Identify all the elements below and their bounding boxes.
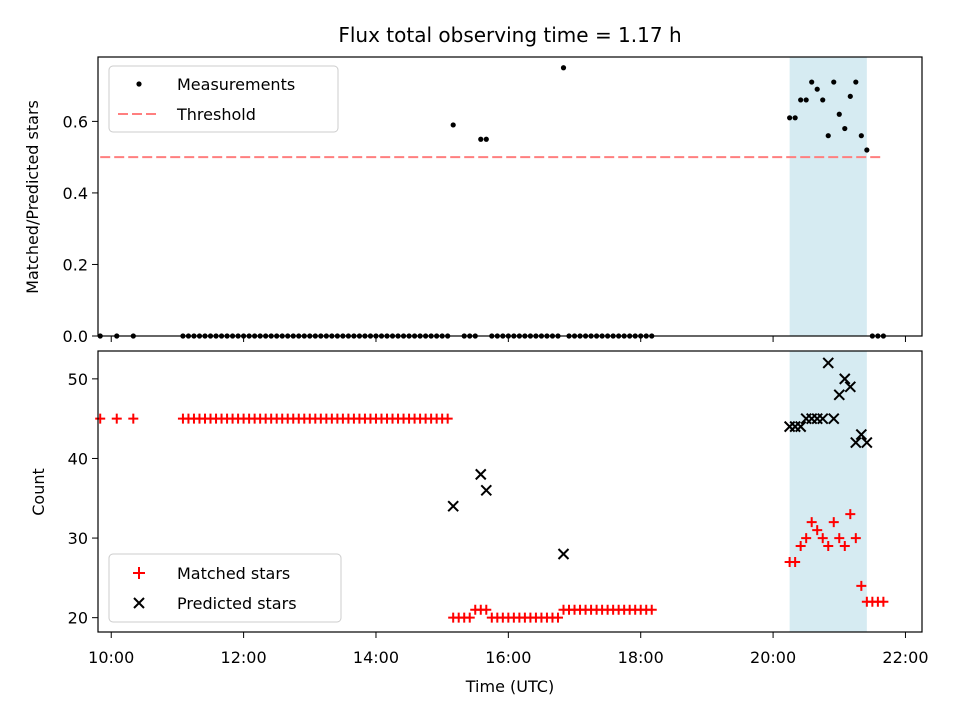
matched-star-point: [442, 413, 453, 424]
y-tick-label: 40: [68, 449, 88, 468]
measurement-point: [858, 133, 864, 139]
matched-star-point: [795, 541, 806, 552]
top-plot-frame: [97, 56, 923, 337]
matched-star-point: [464, 612, 475, 623]
y-tick-label: 50: [68, 370, 88, 389]
measurement-point: [483, 136, 489, 142]
measurement-point: [842, 125, 848, 132]
predicted-star-point: [855, 428, 868, 441]
predicted-star-point: [844, 381, 857, 393]
x-tick-label: 12:00: [221, 648, 267, 667]
predicted-star-point: [861, 436, 873, 449]
x-tick-label: 16:00: [485, 648, 531, 667]
matched-star-point: [481, 604, 492, 615]
highlight-span: [789, 57, 867, 336]
matched-star-point: [823, 541, 834, 552]
legend-marker-predicted: [133, 597, 145, 609]
predicted-star-point: [557, 548, 570, 560]
y-axis-label: Count: [29, 468, 48, 516]
y-tick-label: 30: [68, 529, 88, 548]
matched-star-point: [834, 533, 845, 544]
legend-marker-matched: [133, 567, 145, 579]
matched-star-point: [850, 533, 861, 544]
matched-star-point: [95, 413, 106, 424]
top-panel: 0.0 0.2 0.4 0.6 Matched/Predicted stars Mea…: [23, 56, 923, 346]
x-tick-label: 20:00: [750, 648, 796, 667]
y-tick-label: 0.4: [63, 184, 88, 203]
matched-star-point: [817, 533, 828, 544]
predicted-star-point: [817, 412, 829, 425]
predicted-star-point: [850, 436, 862, 449]
measurement-point: [450, 122, 456, 128]
matched-star-point: [128, 413, 139, 424]
measurement-point: [853, 79, 859, 85]
legend-frame: [108, 553, 342, 623]
measurement-point: [864, 147, 870, 153]
measurement-point: [831, 79, 837, 85]
y-tick-label: 20: [68, 609, 88, 628]
x-tick-label: 22:00: [882, 648, 928, 667]
matched-star-point: [806, 517, 817, 528]
predicted-star-point: [839, 373, 851, 385]
measurement-point: [478, 136, 484, 142]
legend-frame: [108, 65, 339, 133]
matched-star-point: [812, 525, 823, 536]
x-axis-ticks: [110, 336, 906, 342]
predicted-stars-points: [447, 357, 873, 560]
predicted-star-point: [475, 468, 487, 481]
measurement-point: [825, 133, 831, 139]
matched-star-point: [878, 596, 889, 607]
matched-star-point: [790, 556, 801, 567]
legend-label-threshold: Threshold: [176, 105, 256, 124]
y-tick-label: 0.0: [63, 327, 88, 346]
matched-star-point: [856, 580, 867, 591]
x-tick-label: 10:00: [88, 648, 134, 667]
measurement-point: [814, 86, 820, 92]
predicted-star-point: [822, 357, 834, 369]
measurement-point: [847, 93, 853, 99]
predicted-star-point: [794, 420, 807, 433]
legend-top: Measurements Threshold: [108, 65, 339, 133]
matched-star-point: [828, 517, 839, 528]
chart-title: Flux total observing time = 1.17 h: [338, 23, 681, 47]
legend-label-measurements: Measurements: [177, 75, 295, 94]
bottom-plot-frame: [97, 350, 923, 633]
y-axis-ticks: 0.0 0.2 0.4 0.6: [63, 112, 98, 346]
y-axis-label: Matched/Predicted stars: [23, 100, 42, 294]
matched-stars-points: [95, 413, 889, 623]
measurement-point: [787, 115, 793, 121]
measurement-point: [798, 97, 804, 103]
predicted-star-point: [480, 484, 492, 497]
measurement-point: [836, 111, 842, 117]
bottom-panel: 20 30 40 50 10:00 12:00 14:00 16:00 18:00 20:00 2…: [29, 350, 929, 696]
measurement-point: [809, 79, 815, 85]
matched-star-point: [839, 541, 850, 552]
predicted-star-point: [828, 412, 840, 425]
y-tick-label: 0.2: [63, 255, 88, 274]
x-axis-ticks: 10:00 12:00 14:00 16:00 18:00 20:00 22:00: [88, 632, 929, 667]
y-axis-ticks: 20 30 40 50: [68, 370, 98, 628]
legend-label-matched: Matched stars: [177, 564, 290, 583]
legend-label-predicted: Predicted stars: [177, 594, 297, 613]
matched-star-point: [646, 604, 657, 615]
matched-star-point: [552, 612, 563, 623]
predicted-star-point: [447, 500, 459, 512]
x-tick-label: 14:00: [353, 648, 399, 667]
matched-star-point: [845, 509, 856, 520]
measurement-point: [560, 65, 567, 71]
matched-star-point: [801, 533, 812, 544]
legend-marker-measurements: [136, 81, 142, 87]
highlight-span: [789, 351, 867, 632]
predicted-star-point: [833, 389, 845, 401]
x-axis-label: Time (UTC): [465, 677, 554, 696]
legend-bottom: Matched stars Predicted stars: [108, 553, 342, 623]
measurement-point: [820, 97, 826, 103]
x-tick-label: 18:00: [618, 648, 664, 667]
measurement-point: [792, 115, 798, 121]
measurement-point: [803, 97, 809, 103]
matched-star-point: [111, 413, 122, 424]
y-tick-label: 0.6: [63, 112, 88, 131]
